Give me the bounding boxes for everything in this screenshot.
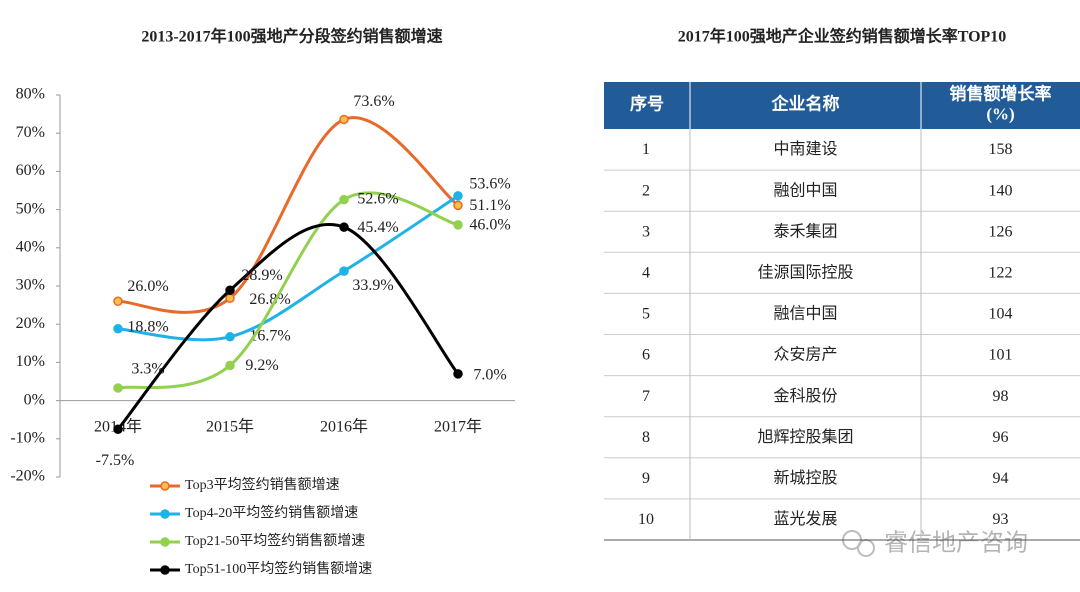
legend-marker [160,481,170,491]
table-cell: 融创中国 [773,181,837,199]
watermark-text: 睿信地产咨询 [884,530,1028,557]
table-cell: 126 [989,223,1013,240]
point [225,360,235,371]
point [339,222,349,232]
legend-marker [160,537,170,547]
table-cell: 6 [642,347,650,364]
table-cell: 融信中国 [773,305,837,323]
table-cell: 3 [642,223,650,240]
data-label: 45.4% [357,219,398,236]
table-cell: 中南建设 [773,140,837,158]
table-cell: 蓝光发展 [773,510,837,528]
data-label: 16.7% [249,327,290,344]
y-tick-label: 40% [16,238,45,255]
point [453,191,463,201]
data-label: 26.0% [127,278,168,295]
legend-label: Top3平均签约销售额增速 [185,476,340,493]
series-line [116,223,460,431]
series-line [117,191,459,390]
table-cell: 9 [642,470,650,487]
table-header: 企业名称 [771,93,840,113]
table-cell: 93 [993,511,1009,528]
table-cell: 96 [993,429,1009,446]
watermark: 睿信地产咨询 [842,530,1028,557]
data-label: 73.6% [353,93,394,110]
point [453,369,463,379]
point [113,296,123,307]
legend-marker [160,509,170,519]
point [339,114,349,125]
table-cell: 158 [989,141,1013,158]
table-cell: 122 [989,265,1013,282]
point [225,293,235,303]
y-tick-label: 50% [16,200,45,217]
table-cell: 101 [989,347,1013,364]
table-cell: 新城控股 [773,469,837,487]
series-line [117,194,459,342]
table-cell: 140 [989,182,1013,199]
table-cell: 众安房产 [773,346,837,364]
table-header: 序号 [630,93,664,113]
point [225,332,235,342]
table-cell: 98 [993,388,1009,405]
table-cell: 1 [642,141,650,158]
x-tick-label: 2017年 [434,417,482,435]
x-tick-label: 2015年 [206,417,254,435]
y-tick-label: 20% [16,315,45,332]
legend-label: Top51-100平均签约销售额增速 [185,560,372,577]
data-label: 51.1% [469,197,510,214]
y-tick-label: 30% [16,277,45,294]
data-label: 28.9% [241,267,282,284]
table-cell: 10 [638,511,654,528]
point [453,200,463,211]
point [453,220,463,230]
data-label: 26.8% [249,291,290,308]
point [339,194,349,205]
y-tick-label: 70% [16,124,45,141]
x-tick-label: 2016年 [320,417,368,435]
table-cell: 7 [642,388,650,405]
point [113,383,123,393]
table-cell: 佳源国际控股 [757,264,853,282]
y-tick-label: 0% [24,391,45,408]
table-header: 销售额增长率 [950,83,1052,103]
data-label: 46.0% [469,217,510,234]
table-cell: 94 [993,470,1009,487]
y-tick-label: 80% [16,86,45,103]
data-label: -7.5% [96,452,135,469]
chart-title: 2013-2017年100强地产分段签约销售额增速 [141,27,442,46]
data-label: 18.8% [127,318,168,335]
data-label: 3.3% [131,361,164,378]
y-tick-label: -10% [10,429,45,446]
data-label: 9.2% [245,357,278,374]
y-tick-label: -20% [10,468,45,485]
point [113,424,123,434]
table-cell: 旭辉控股集团 [757,428,853,446]
table-title: 2017年100强地产企业签约销售额增长率TOP10 [678,27,1007,46]
table-header-bg [604,82,1080,129]
table-cell: 泰禾集团 [773,222,837,240]
table-cell: 8 [642,429,650,446]
table-cell: 104 [989,306,1013,323]
table-cell: 5 [642,306,650,323]
legend-marker [160,565,170,575]
y-tick-label: 10% [16,353,45,370]
legend-label: Top4-20平均签约销售额增速 [185,504,358,521]
point [339,266,349,276]
table-header: (%) [986,104,1014,123]
data-label: 53.6% [469,176,510,193]
data-label: 7.0% [473,367,506,384]
point [225,285,235,295]
data-label: 52.6% [357,190,398,207]
table-cell: 2 [642,182,650,199]
point [113,324,123,334]
series-line [117,116,459,314]
table-cell: 金科股份 [773,387,837,405]
legend-label: Top21-50平均签约销售额增速 [185,532,365,549]
data-label: 33.9% [352,277,393,294]
table-cell: 4 [642,265,650,282]
y-tick-label: 60% [16,162,45,179]
